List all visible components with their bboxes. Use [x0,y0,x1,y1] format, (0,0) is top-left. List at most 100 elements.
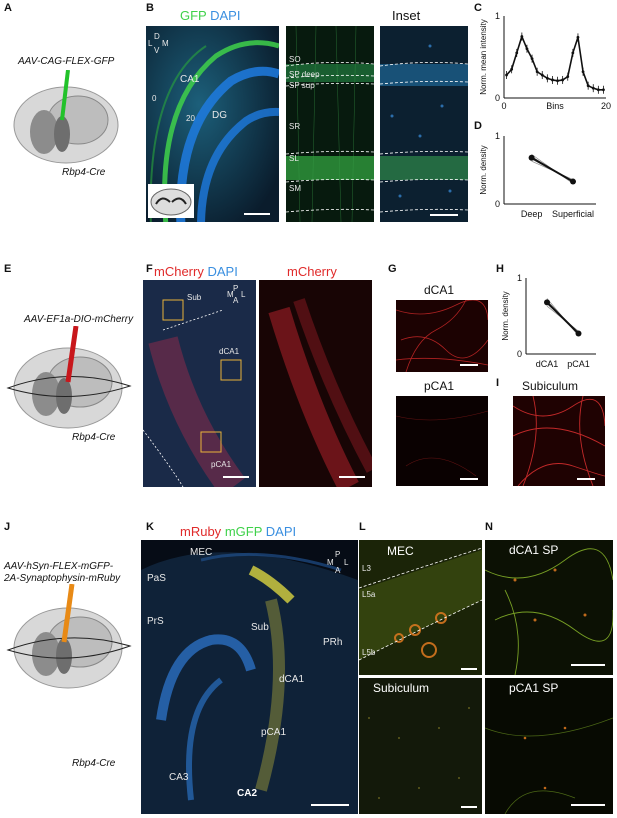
compass-m-f: M [227,290,234,299]
compass-v: V [154,46,160,55]
panel-k-label: K [146,521,154,533]
panel-k-title: mRuby mGFP DAPI [180,524,296,539]
label-pas: PaS [147,573,166,584]
panel-a-mouse: Rbp4-Cre [62,167,106,178]
compass-l-k: L [344,558,349,567]
panel-j-label: J [4,521,11,533]
panel-j-vector-2: 2A-Synaptophysin-mRuby [4,573,121,584]
mcherry-dapi-micrograph: P M L A Sub dCA1 pCA1 [143,280,256,487]
label-sub-k: Sub [251,622,269,633]
c-point [510,67,514,71]
layer-sp-sup: SP sup [289,81,315,90]
label-ca1: CA1 [180,74,200,85]
label-mec-k: MEC [190,547,213,558]
gfp-title: GFP [180,8,207,23]
dapi-title-f: DAPI [207,264,238,279]
label-bin20: 20 [186,114,195,123]
c-point [545,76,549,80]
c-point [566,75,570,79]
layer-so: SO [289,55,301,64]
panel-b-title: GFP DAPI [180,8,240,23]
c-point [596,88,600,92]
c-point [551,78,554,82]
scale-bar-g1 [460,364,478,366]
compass-d: D [154,32,160,41]
label-pca1-f: pCA1 [211,460,232,469]
compass-m: M [162,39,169,48]
mcherry-title: mCherry [154,264,204,279]
layer-sm: SM [289,184,301,193]
chart-c: 1 00 20 Bins Norm. mean intensity [479,11,611,111]
subiculum-synapse-micrograph: Subiculum [359,678,482,814]
c-point [540,73,544,77]
inset-title: Inset [392,8,421,23]
compass-l: L [148,39,153,48]
label-dg: DG [212,110,227,121]
h-mean-point [544,299,550,306]
panel-b-label: B [146,2,154,14]
dapi-title-k: DAPI [265,524,297,539]
compass-a-f: A [233,296,239,305]
c-point [561,78,565,82]
compass-l-f: L [241,290,246,299]
dca1-sp-micrograph: dCA1 SP [485,540,613,675]
brain-illustration-a [13,70,119,164]
c-point [602,88,605,92]
c-ytick-0: 0 [495,93,500,103]
c-point [515,51,519,55]
panel-e-vector: AAV-EF1a-DIO-mCherry [24,314,134,325]
panel-n-title: dCA1 SP [509,543,559,557]
scale-bar-f2 [339,476,365,478]
scale-bar-n [571,664,605,666]
h-ylabel: Norm. density [501,291,510,340]
inset-right-micrograph [380,26,468,222]
d-mean-point [570,178,576,185]
d-ytick-0: 0 [495,199,500,209]
scale-bar-inset [430,214,458,216]
h-xtick-0: dCA1 [536,359,559,369]
mgfp-title: mGFP [224,524,263,539]
h-mean-point [575,330,582,337]
brain-illustration-e [6,326,132,429]
hippocampus-micrograph: D V L M CA1 DG 0 20 [146,26,279,222]
c-point [535,70,539,74]
scale-bar-k [311,804,349,806]
panel-a-vector: AAV-CAG-FLEX-GFP [18,56,115,67]
panel-c-label: C [474,2,482,14]
coronal-inset [148,184,194,218]
panel-j-vector-1: AAV-hSyn-FLEX-mGFP- [4,561,114,572]
compass-p-f: P [233,284,239,293]
panel-o-title: pCA1 SP [509,681,559,695]
panel-f-title-right: mCherry [287,264,337,279]
chart-d: 1 0 Norm. density Deep Superficial [479,131,596,219]
label-prs: PrS [147,616,164,627]
inset-left-micrograph: SO SP deep SP sup SR SL SM [286,26,374,222]
panel-g-top-title: dCA1 [424,283,455,297]
c-point [556,79,559,83]
panel-e-label: E [4,263,12,275]
panel-f-title-left: mCherry DAPI [154,264,238,279]
brain-illustration-j [6,584,132,689]
d-mean-line [531,156,574,183]
pca1-fibers-micrograph [396,396,488,486]
panel-a-label: A [4,2,12,14]
panel-g-label: G [388,263,397,275]
mec-micrograph: MEC L3 L5a L5b [359,540,482,675]
scale-bar-f1 [223,476,249,478]
c-ylabel: Norm. mean intensity [479,19,488,95]
h-xtick-1: pCA1 [567,359,590,369]
panel-h-label: H [496,263,504,275]
layer-sr: SR [289,122,301,131]
label-dca1-k: dCA1 [279,674,305,685]
layer-sp-deep: SP deep [289,70,320,79]
c-xtick-0: 0 [501,101,506,111]
panel-g-bottom-title: pCA1 [424,379,455,393]
dca1-fibers-micrograph [396,300,488,372]
panel-m-title: Subiculum [373,681,430,695]
h-mean-line [546,301,580,335]
h-ytick-1: 1 [517,273,522,283]
c-xlabel: Bins [546,101,564,111]
scale-bar-i [577,478,595,480]
compass-a-k: A [335,566,341,575]
h-ytick-0: 0 [517,349,522,359]
